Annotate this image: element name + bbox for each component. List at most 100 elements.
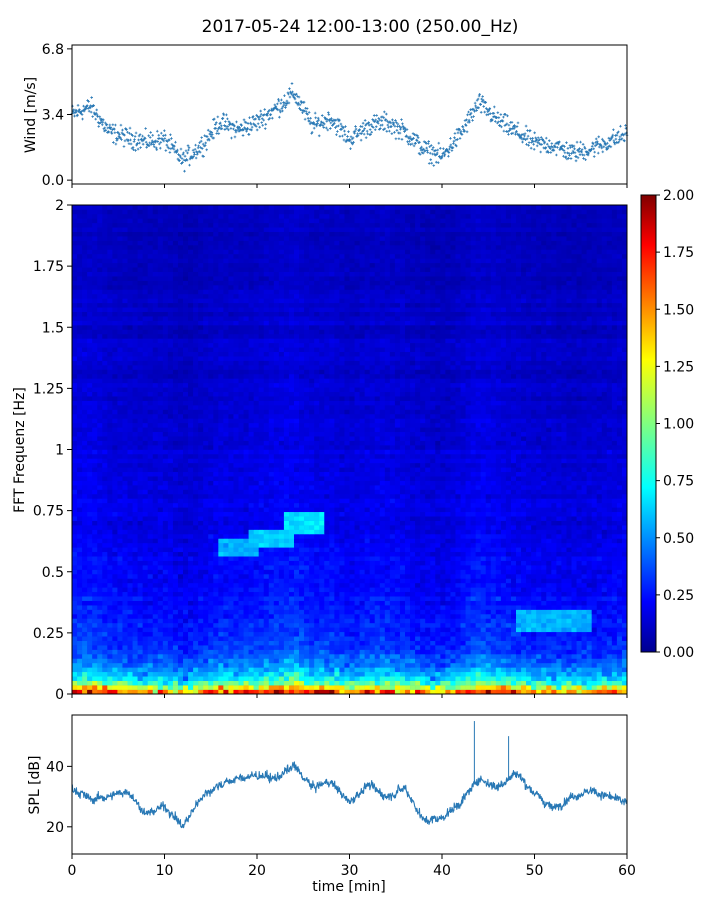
spectrogram-cell — [470, 596, 476, 601]
spectrogram-cell — [606, 596, 613, 601]
spectrogram-cell — [198, 609, 204, 615]
spectrogram-cell — [410, 542, 416, 548]
spectrogram-cell — [188, 600, 194, 606]
spectrogram-cell — [389, 662, 396, 668]
spectrogram-cell — [152, 533, 159, 539]
spectrogram-cell — [354, 667, 360, 673]
spectrogram-cell — [304, 582, 310, 588]
spectrogram-cell — [304, 578, 310, 584]
wind-data-point — [613, 142, 617, 146]
wind-data-point — [168, 151, 172, 154]
wind-data-point — [365, 129, 369, 133]
wind-data-point — [281, 105, 285, 109]
wind-data-point — [144, 140, 148, 144]
spectrogram-cell — [526, 591, 532, 597]
spectrogram-cell — [258, 573, 265, 579]
spectrogram-cell — [510, 573, 517, 579]
wind-data-point — [574, 159, 578, 163]
spectrogram-cell — [142, 609, 148, 615]
spectrogram-cell — [162, 631, 169, 637]
spectrogram-cell — [183, 560, 189, 566]
wind-data-point — [277, 97, 280, 101]
spectrogram-cell — [268, 613, 275, 619]
spectrogram-cell — [218, 613, 224, 619]
spectrogram-cell — [87, 569, 93, 575]
spectrogram-cell — [127, 591, 133, 597]
wind-data-point — [187, 146, 191, 150]
spectrogram-cell — [223, 653, 229, 659]
wind-data-point — [186, 151, 189, 155]
spectrogram-cell — [601, 676, 608, 681]
spectrogram-cell — [455, 542, 461, 548]
spectrogram-cell — [566, 556, 572, 561]
spectrogram-cell — [616, 556, 623, 561]
spectrogram-cell — [505, 565, 512, 570]
spectrogram-cell — [611, 551, 618, 557]
spectrogram-cell — [339, 671, 345, 677]
spectrogram-cell — [531, 658, 537, 664]
spectrogram-cell — [213, 685, 219, 690]
spectrogram-cell — [87, 565, 93, 570]
spectrogram-cell — [505, 547, 512, 553]
spectrogram-cell — [218, 565, 224, 570]
spectrogram-cell — [405, 649, 411, 655]
spectrogram-cell — [137, 671, 143, 677]
spectrogram-cell — [157, 667, 164, 673]
spectrogram-cell — [470, 658, 476, 664]
spectrogram-cell — [339, 622, 345, 628]
spectrogram-cell — [102, 618, 108, 624]
spectrogram-cell — [142, 653, 148, 659]
spectrogram-cell — [460, 667, 466, 673]
wind-data-point — [411, 132, 415, 135]
spectrogram-cell — [162, 645, 169, 650]
spectrogram-cell — [581, 605, 587, 610]
spectrogram-cell — [379, 671, 386, 677]
spectrogram-cell — [389, 667, 396, 673]
spectrogram-cell — [268, 662, 275, 668]
spectrogram-cell — [586, 582, 592, 588]
spectrogram-cell — [576, 573, 582, 579]
spectrogram-cell — [147, 640, 154, 646]
spectrogram-cell — [475, 658, 481, 664]
wind-data-point — [207, 138, 211, 142]
spectrogram-cell — [278, 636, 285, 641]
wind-data-point — [141, 142, 145, 146]
spectrogram-cell — [616, 560, 623, 566]
spectrogram-cell — [516, 671, 522, 677]
wind-data-point — [102, 129, 106, 133]
spectrogram-cell — [324, 640, 330, 646]
spectrogram-cell — [314, 565, 320, 570]
spectrogram-cell — [601, 649, 608, 655]
wind-data-point — [89, 110, 93, 114]
spectrogram-cell — [329, 538, 335, 544]
spectrogram-cell — [329, 547, 335, 553]
spectrogram-cell — [389, 627, 396, 633]
spectrogram-cell — [480, 671, 487, 677]
spectrogram-cell — [480, 640, 487, 646]
spectrogram-cell — [314, 605, 320, 610]
spectrogram-cell — [455, 667, 461, 673]
spectrogram-cell — [127, 662, 133, 668]
spectrogram-cell — [505, 556, 512, 561]
spectrogram-cell — [334, 622, 340, 628]
spectrogram-cell — [430, 569, 436, 575]
spectrogram-cell — [621, 667, 628, 673]
wind-data-point — [229, 127, 233, 130]
spectrogram-cell — [213, 551, 219, 557]
spectrogram-cell — [243, 658, 249, 664]
wind-data-point — [150, 141, 154, 145]
spectrogram-cell — [132, 613, 138, 619]
spectrogram-cell — [258, 551, 265, 557]
spectrogram-cell — [218, 591, 224, 597]
spectrogram-cell — [167, 538, 174, 544]
spectrogram-cell — [526, 542, 532, 548]
spectrogram-cell — [384, 600, 391, 606]
wind-data-point — [450, 149, 454, 152]
spectrogram-cell — [384, 662, 391, 668]
spectrogram-cell — [203, 591, 209, 597]
spectrogram-cell — [394, 591, 401, 597]
spectrogram-cell — [299, 578, 305, 584]
spectrogram-cell — [188, 609, 194, 615]
spectrogram-cell — [72, 587, 78, 593]
spectrogram-cell — [127, 565, 133, 570]
